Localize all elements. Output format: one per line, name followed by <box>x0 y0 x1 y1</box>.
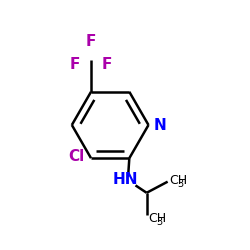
Text: F: F <box>102 57 112 72</box>
Text: F: F <box>86 34 96 49</box>
Text: 3: 3 <box>156 218 163 228</box>
Text: CH: CH <box>148 212 167 225</box>
Text: Cl: Cl <box>68 150 85 164</box>
Text: 3: 3 <box>178 179 184 189</box>
Text: HN: HN <box>113 172 138 188</box>
Text: N: N <box>154 118 167 132</box>
Text: F: F <box>70 57 80 72</box>
Text: CH: CH <box>170 174 188 187</box>
